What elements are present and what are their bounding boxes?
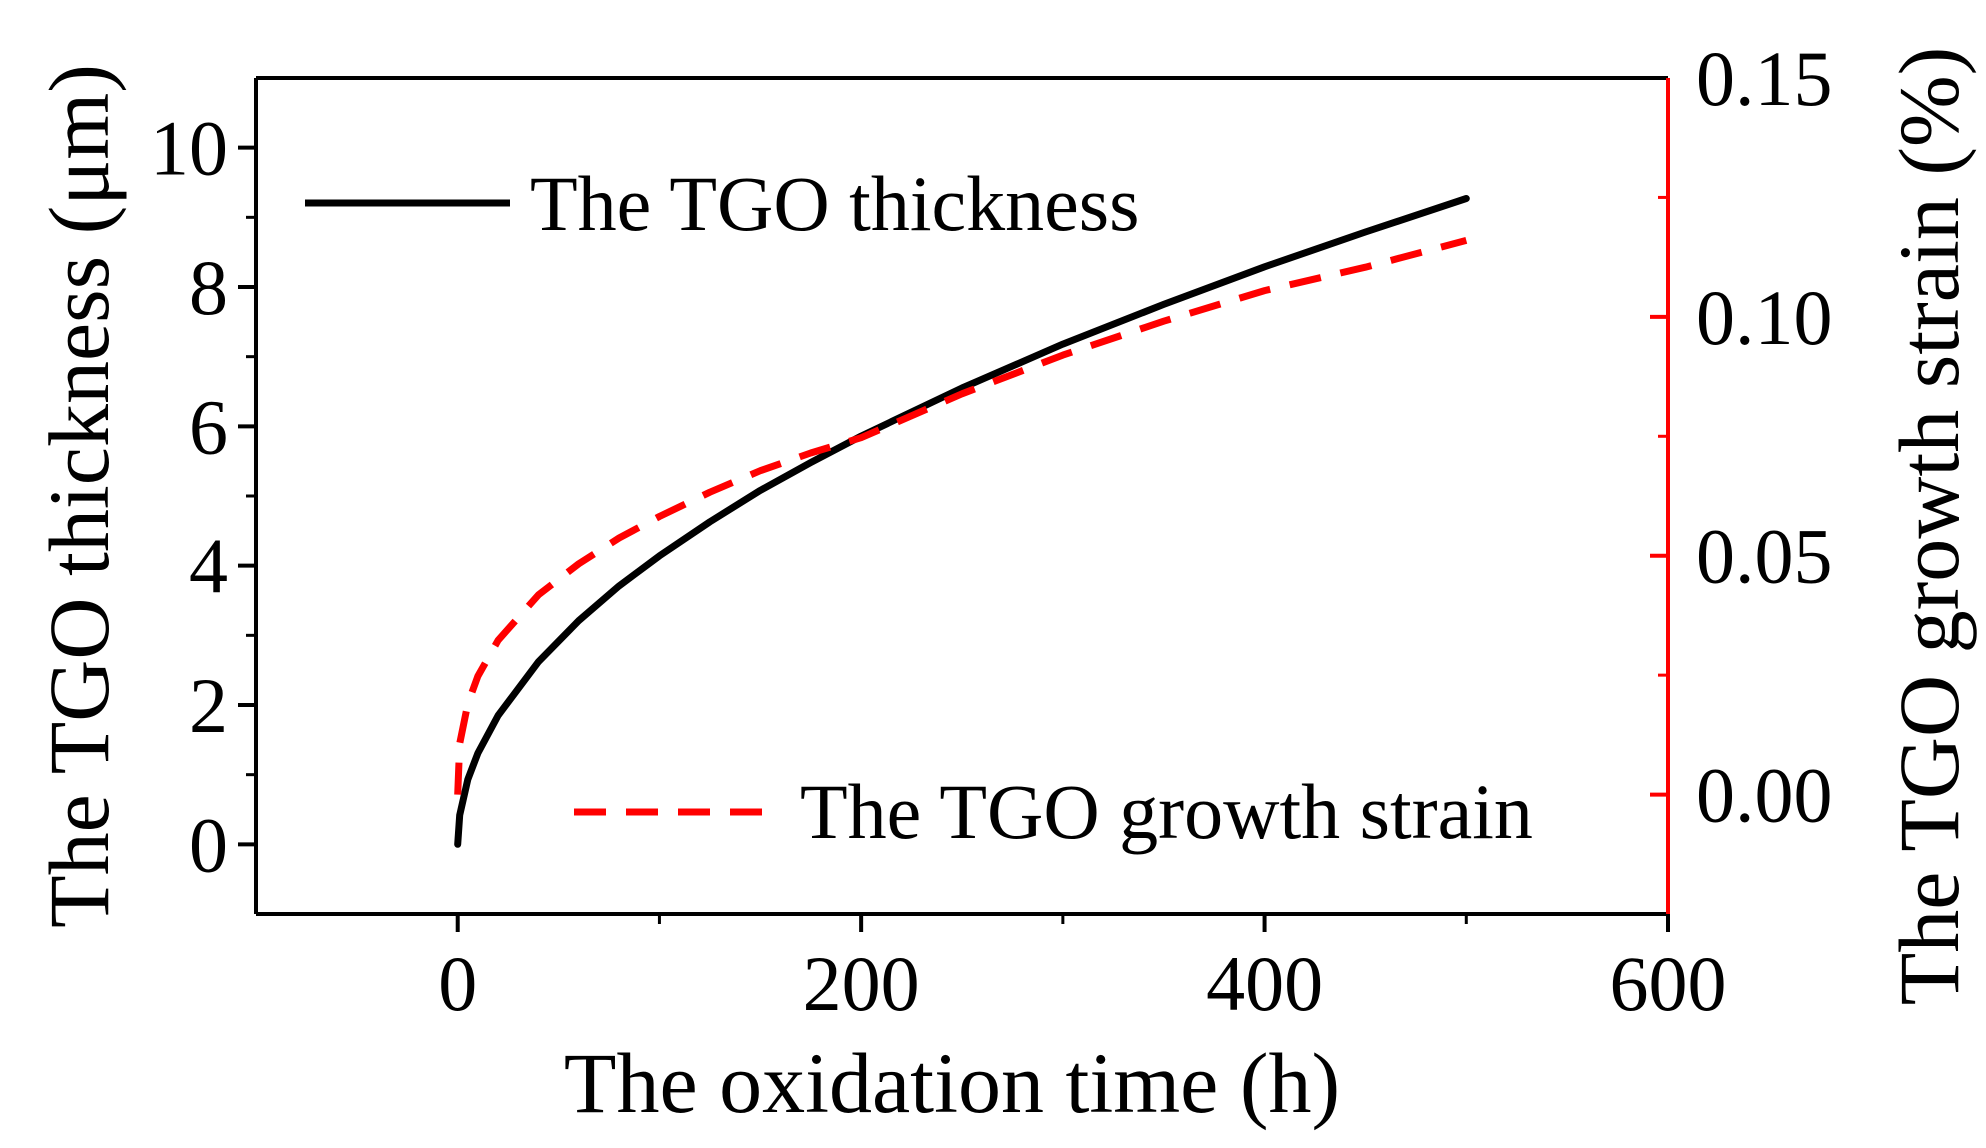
y-tick-label: 0 <box>189 801 228 888</box>
legend-label-growth-strain: The TGO growth strain <box>800 768 1533 855</box>
y2-tick-label: 0.15 <box>1696 35 1833 122</box>
y-axis-left-title: The TGO thickness (μm) <box>31 64 127 928</box>
series-line-thickness <box>454 195 1470 848</box>
y-tick-label: 4 <box>189 523 228 610</box>
x-axis-title: The oxidation time (h) <box>564 1035 1340 1131</box>
x-tick-label: 200 <box>803 940 920 1027</box>
y-axis-right-title: The TGO growth strain (%) <box>1881 47 1977 1006</box>
y-tick-label: 8 <box>189 244 228 331</box>
x-tick-label: 600 <box>1610 940 1727 1027</box>
x-tick-label: 0 <box>438 940 477 1027</box>
y2-tick-label: 0.00 <box>1696 752 1833 839</box>
y-tick-label: 2 <box>189 662 228 749</box>
y2-tick-label: 0.05 <box>1696 513 1833 600</box>
ticks-layer: 0 200 400 600 0 2 4 6 8 10 0.00 0.05 0.10 0.15 <box>150 35 1833 1027</box>
plot-frame <box>254 76 1670 916</box>
legend: The TGO thickness The TGO growth strain <box>305 160 1533 855</box>
series-line-growth-strain <box>454 237 1468 795</box>
legend-label-thickness: The TGO thickness <box>530 160 1139 247</box>
y-tick-label: 10 <box>150 105 228 192</box>
series-layer <box>454 195 1470 848</box>
y-tick-label: 6 <box>189 383 228 470</box>
y2-tick-label: 0.10 <box>1696 274 1833 361</box>
x-tick-label: 400 <box>1206 940 1323 1027</box>
